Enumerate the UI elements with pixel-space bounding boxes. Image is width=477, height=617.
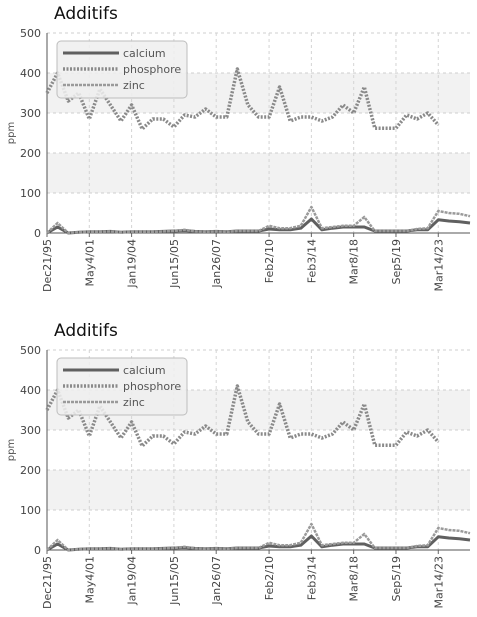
x-tick-label: May4/01 xyxy=(83,239,96,286)
series-line-zinc xyxy=(46,205,471,235)
x-tick-label: Feb2/10 xyxy=(263,239,276,283)
chart-title: Additifs xyxy=(54,4,118,24)
series-line-zinc xyxy=(46,522,471,552)
chart-2: Additifs 0 100 200 300 400 500 Dec21/95 May4/01… xyxy=(0,317,477,617)
y-tick-label: 300 xyxy=(20,107,41,120)
chart-canvas: 0 100 200 300 400 500 Dec21/95 May4/01 Jan19/04 J… xyxy=(6,27,471,292)
grid-band xyxy=(47,153,470,193)
chart-1: Additifs 0 100 200 300 400 500 Dec21/95 May4/01… xyxy=(0,0,477,300)
x-tick-label: Jan26/07 xyxy=(210,556,223,606)
series-line-phosphore xyxy=(45,67,440,131)
y-tick-label: 100 xyxy=(20,187,41,200)
x-tick-label: Dec21/95 xyxy=(41,556,54,609)
x-tick-label: Dec21/95 xyxy=(41,239,54,292)
y-tick-label: 400 xyxy=(20,384,41,397)
y-tick-label: 300 xyxy=(20,424,41,437)
x-tick-label: Jun15/05 xyxy=(168,556,181,606)
y-tick-label: 200 xyxy=(20,147,41,160)
x-tick-label: Jan19/04 xyxy=(126,239,139,289)
x-tick-label: Jan26/07 xyxy=(210,239,223,289)
legend-label-phosphore: phosphore xyxy=(123,380,181,393)
x-tick-label: Feb3/14 xyxy=(305,556,318,600)
x-tick-label: Feb2/10 xyxy=(263,556,276,600)
legend-label-zinc: zinc xyxy=(123,396,145,409)
legend-label-calcium: calcium xyxy=(123,364,166,377)
x-tick-label: Mar14/23 xyxy=(432,239,445,291)
y-tick-label: 200 xyxy=(20,464,41,477)
y-axis-label: ppm xyxy=(6,122,17,144)
x-tick-label: Mar8/18 xyxy=(348,556,361,601)
y-axis-label: ppm xyxy=(6,439,17,461)
grid-band xyxy=(47,470,470,510)
legend-label-phosphore: phosphore xyxy=(123,63,181,76)
x-tick-label: Mar14/23 xyxy=(432,556,445,608)
legend-label-calcium: calcium xyxy=(123,47,166,60)
y-tick-label: 0 xyxy=(34,227,41,240)
y-tick-label: 400 xyxy=(20,67,41,80)
chart-canvas: 0 100 200 300 400 500 Dec21/95 May4/01 Jan19/04 J… xyxy=(6,344,471,609)
legend-label-zinc: zinc xyxy=(123,79,145,92)
chart-title: Additifs xyxy=(54,321,118,341)
x-tick-label: Jan19/04 xyxy=(126,556,139,606)
x-tick-label: Jun15/05 xyxy=(168,239,181,289)
y-tick-label: 100 xyxy=(20,504,41,517)
y-tick-label: 0 xyxy=(34,544,41,557)
x-tick-label: Feb3/14 xyxy=(305,239,318,283)
series-line-phosphore xyxy=(45,384,440,448)
x-tick-label: May4/01 xyxy=(83,556,96,603)
x-tick-label: Sep5/19 xyxy=(390,239,403,284)
x-tick-label: Mar8/18 xyxy=(348,239,361,284)
x-tick-label: Sep5/19 xyxy=(390,556,403,601)
y-tick-label: 500 xyxy=(20,344,41,357)
y-tick-label: 500 xyxy=(20,27,41,40)
